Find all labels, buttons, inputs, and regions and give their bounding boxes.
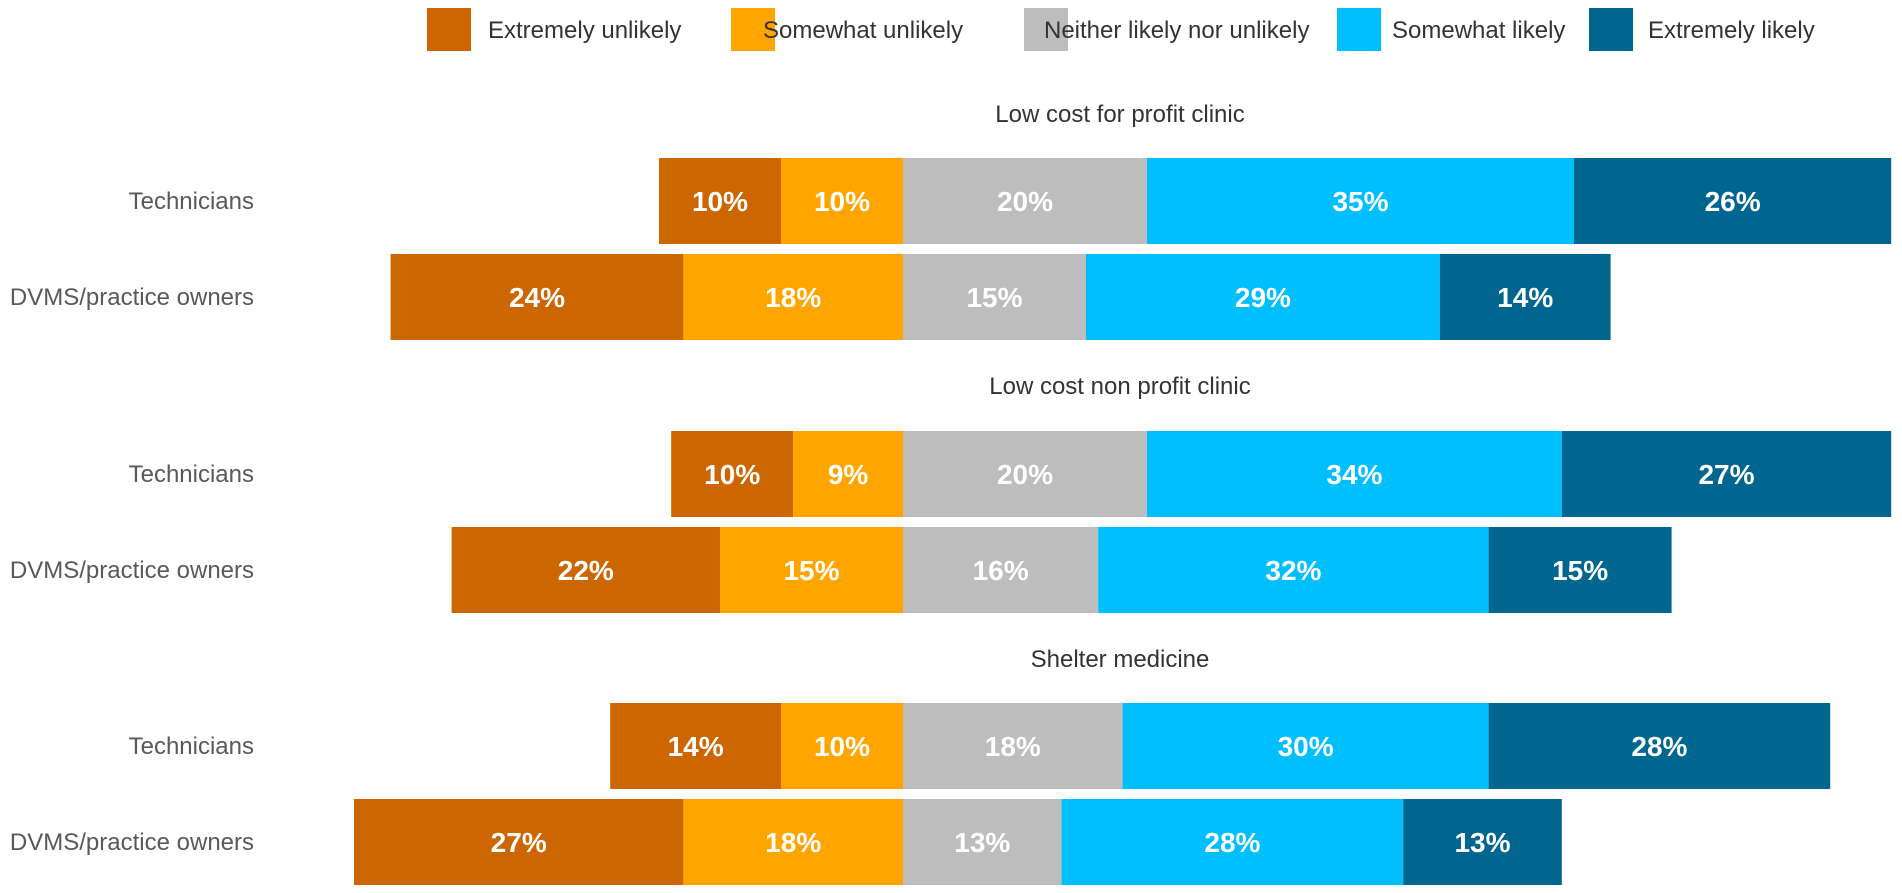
legend-label-somewhat-unlikely: Somewhat unlikely	[763, 17, 963, 44]
bar-segment-extremely-unlikely	[354, 799, 684, 885]
group-shelter-medicine: Shelter medicine Technicians 14% 10% 18% 30% 2…	[10, 646, 1831, 885]
bar-segment-neither-likely-nor-unlikely	[903, 527, 1099, 613]
bar-segment-somewhat-likely	[1086, 254, 1440, 340]
chart-groups: Low cost for profit clinic Technicians 10%…	[10, 101, 1892, 885]
data-label: 20%	[997, 186, 1053, 217]
bar-segment-extremely-likely	[1439, 254, 1611, 340]
bar-segment-extremely-likely	[1403, 799, 1562, 885]
bar-segment-neither-likely-nor-unlikely	[903, 431, 1147, 517]
group-title: Low cost for profit clinic	[995, 101, 1244, 128]
bar-segment-somewhat-likely	[1147, 158, 1574, 244]
bar-segment-neither-likely-nor-unlikely	[903, 703, 1123, 789]
row-technicians: Technicians 10% 10% 20% 35% 26%	[129, 158, 1892, 244]
data-label: 15%	[966, 282, 1022, 313]
data-label: 20%	[997, 459, 1053, 490]
bar-segment-somewhat-likely	[1122, 703, 1489, 789]
legend-label-extremely-likely: Extremely likely	[1648, 17, 1815, 44]
row-label: Technicians	[129, 733, 254, 760]
row-label: DVMS/practice owners	[10, 284, 254, 311]
data-label: 28%	[1204, 827, 1260, 858]
bar-segment-extremely-likely	[1488, 527, 1672, 613]
data-label: 18%	[765, 282, 821, 313]
data-label: 13%	[1454, 827, 1510, 858]
bar-segment-somewhat-likely	[1147, 431, 1562, 517]
legend-swatch-somewhat-unlikely	[731, 8, 775, 51]
data-label: 34%	[1326, 459, 1382, 490]
data-label: 10%	[814, 731, 870, 762]
data-label: 10%	[814, 186, 870, 217]
group-title: Shelter medicine	[1031, 646, 1210, 673]
bar-segment-somewhat-unlikely	[793, 431, 903, 517]
data-label: 27%	[491, 827, 547, 858]
bar-segment-extremely-likely	[1561, 431, 1892, 517]
bar-segment-somewhat-unlikely	[781, 703, 903, 789]
data-label: 15%	[1552, 555, 1608, 586]
data-label: 35%	[1332, 186, 1388, 217]
bar-segment-neither-likely-nor-unlikely	[903, 254, 1086, 340]
legend-label-neither-likely-nor-unlikely: Neither likely nor unlikely	[1044, 17, 1309, 44]
data-label: 29%	[1235, 282, 1291, 313]
row-dvms-practice-owners: DVMS/practice owners 22% 15% 16% 32% 15%	[10, 527, 1672, 613]
bar-segment-somewhat-likely	[1061, 799, 1404, 885]
data-label: 10%	[704, 459, 760, 490]
row-dvms-practice-owners: DVMS/practice owners 24% 18% 15% 29% 14%	[10, 254, 1611, 340]
data-label: 13%	[954, 827, 1010, 858]
data-label: 15%	[783, 555, 839, 586]
bar-segment-somewhat-unlikely	[683, 254, 903, 340]
data-label: 18%	[985, 731, 1041, 762]
bar-segment-somewhat-unlikely	[720, 527, 903, 613]
legend-label-extremely-unlikely: Extremely unlikely	[488, 17, 681, 44]
data-label: 18%	[765, 827, 821, 858]
bar-segment-extremely-unlikely	[610, 703, 781, 789]
data-label: 26%	[1705, 186, 1761, 217]
group-low-cost-for-profit-clinic: Low cost for profit clinic Technicians 10%…	[10, 101, 1892, 340]
legend-swatch-extremely-likely	[1589, 8, 1633, 51]
bar-segment-extremely-likely	[1488, 703, 1831, 789]
data-label: 10%	[692, 186, 748, 217]
bar-segment-extremely-unlikely	[671, 431, 794, 517]
data-label: 32%	[1265, 555, 1321, 586]
row-technicians: Technicians 10% 9% 20% 34% 27%	[129, 431, 1892, 517]
data-label: 30%	[1278, 731, 1334, 762]
bar-segment-extremely-likely	[1574, 158, 1892, 244]
row-label: Technicians	[129, 188, 254, 215]
row-label: DVMS/practice owners	[10, 557, 254, 584]
group-title: Low cost non profit clinic	[989, 373, 1250, 400]
data-label: 28%	[1631, 731, 1687, 762]
group-low-cost-non-profit-clinic: Low cost non profit clinic Technicians 10%…	[10, 373, 1892, 613]
data-label: 9%	[828, 459, 869, 490]
legend-label-somewhat-likely: Somewhat likely	[1392, 17, 1565, 44]
row-technicians: Technicians 14% 10% 18% 30% 28%	[129, 703, 1831, 789]
row-label: Technicians	[129, 461, 254, 488]
data-label: 27%	[1698, 459, 1754, 490]
bar-segment-somewhat-unlikely	[683, 799, 903, 885]
row-label: DVMS/practice owners	[10, 829, 254, 856]
data-label: 22%	[558, 555, 614, 586]
bar-segment-somewhat-unlikely	[781, 158, 903, 244]
data-label: 16%	[973, 555, 1029, 586]
bar-segment-extremely-unlikely	[390, 254, 684, 340]
bar-segment-extremely-unlikely	[659, 158, 781, 244]
legend-swatch-somewhat-likely	[1337, 8, 1381, 51]
data-label: 14%	[1497, 282, 1553, 313]
bar-segment-somewhat-likely	[1098, 527, 1489, 613]
data-label: 24%	[509, 282, 565, 313]
bar-segment-neither-likely-nor-unlikely	[903, 799, 1062, 885]
row-dvms-practice-owners: DVMS/practice owners 27% 18% 13% 28% 13%	[10, 799, 1562, 885]
bar-segment-extremely-unlikely	[451, 527, 720, 613]
legend-swatch-extremely-unlikely	[427, 8, 471, 51]
data-label: 14%	[668, 731, 724, 762]
legend-swatch-neither-likely-nor-unlikely	[1024, 8, 1068, 51]
legend: Extremely unlikely Somewhat unlikely Neith…	[427, 8, 1815, 51]
bar-segment-neither-likely-nor-unlikely	[903, 158, 1147, 244]
